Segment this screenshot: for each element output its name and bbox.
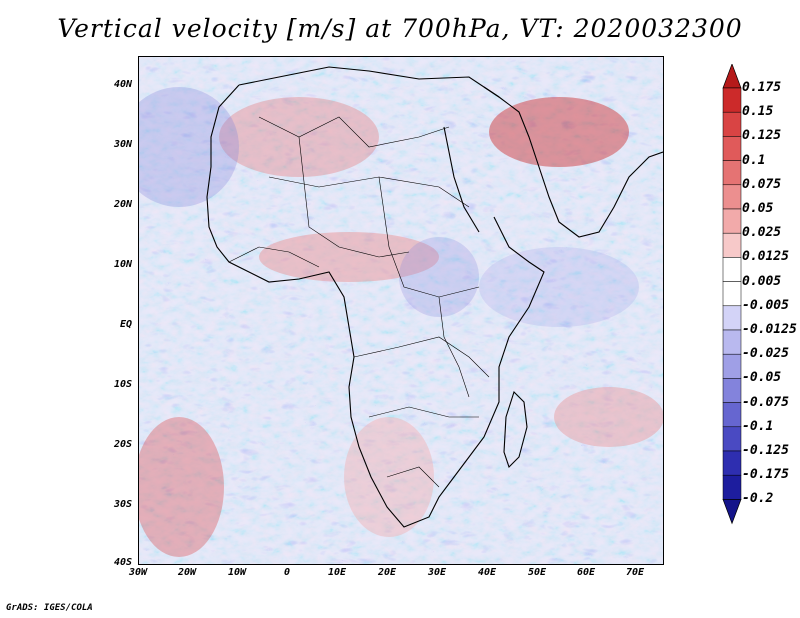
- colorbar-label: 0.075: [742, 176, 782, 192]
- colorbar-label: -0.2: [742, 491, 774, 507]
- lon-label: 10E: [327, 567, 347, 578]
- colorbar-label: 0.125: [742, 128, 782, 144]
- lat-label: EQ: [119, 319, 132, 330]
- colorbar-segment: [722, 281, 742, 307]
- colorbar-label: 0.0125: [742, 249, 789, 265]
- colorbar-label: -0.025: [742, 346, 789, 362]
- lon-label: 30E: [427, 567, 447, 578]
- footer-credit: GrADS: IGES/COLA: [6, 603, 93, 613]
- colorbar-segment: [722, 208, 742, 234]
- lat-label: 20S: [113, 439, 132, 450]
- colorbar-label: -0.05: [742, 370, 782, 386]
- colorbar-segment: [722, 353, 742, 379]
- lat-label: 10N: [113, 259, 132, 270]
- colorbar-segment: [722, 329, 742, 355]
- colorbar-label: 0.1: [742, 152, 766, 168]
- colorbar-label: 0.15: [742, 104, 774, 120]
- colorbar-bottom-triangle: [722, 499, 742, 525]
- colorbar-label: -0.175: [742, 467, 789, 483]
- colorbar-label: -0.1: [742, 418, 774, 434]
- colorbar-segment: [722, 111, 742, 137]
- colorbar-label: 0.05: [742, 201, 774, 216]
- lat-label: 10S: [113, 379, 132, 390]
- coastlines: [206, 66, 663, 528]
- colorbar-segment: [722, 426, 742, 452]
- colorbar-segment: [722, 184, 742, 210]
- lon-label: 0: [283, 567, 291, 578]
- colorbar-segment: [722, 136, 742, 161]
- lat-label: 40S: [113, 557, 132, 568]
- colorbar-label: 0.025: [742, 225, 782, 241]
- colorbar-segment: [722, 378, 742, 403]
- lon-label: 20E: [377, 567, 397, 578]
- colorbar-segment: [722, 257, 742, 282]
- lon-label: 70E: [625, 567, 645, 578]
- velocity-map: [139, 57, 663, 564]
- velocity-patches: [139, 87, 663, 557]
- map-panel: [138, 56, 664, 565]
- colorbar-label: 0.175: [742, 80, 782, 95]
- lon-label: 50E: [527, 567, 547, 578]
- colorbar-segment: [722, 474, 742, 500]
- colorbar-label: -0.075: [742, 394, 789, 410]
- colorbar-segment: [722, 450, 742, 476]
- colorbar-label: -0.005: [742, 297, 789, 313]
- lon-label: 40E: [477, 567, 497, 578]
- country-borders: [228, 116, 490, 488]
- colorbar-segment: [722, 232, 742, 258]
- lat-label: 30N: [113, 139, 132, 150]
- lat-label: 30S: [113, 499, 132, 510]
- chart-title: Vertical velocity [m/s] at 700hPa, VT: 2…: [57, 14, 743, 43]
- colorbar-label: -0.125: [742, 443, 789, 458]
- lon-label: 30W: [128, 567, 148, 578]
- colorbar-segment: [722, 87, 742, 113]
- lat-label: 40N: [113, 79, 132, 90]
- lat-label: 20N: [113, 199, 132, 210]
- colorbar-segment: [722, 305, 742, 331]
- colorbar-label: 0.005: [742, 273, 782, 289]
- lon-label: 20W: [177, 567, 197, 578]
- lon-label: 10W: [227, 567, 247, 578]
- colorbar-segment: [722, 160, 742, 186]
- colorbar-segment: [722, 402, 742, 428]
- colorbar-top-triangle: [722, 64, 742, 89]
- colorbar-label: -0.0125: [742, 322, 797, 337]
- lon-label: 60E: [576, 567, 596, 578]
- colorbar: [722, 64, 742, 525]
